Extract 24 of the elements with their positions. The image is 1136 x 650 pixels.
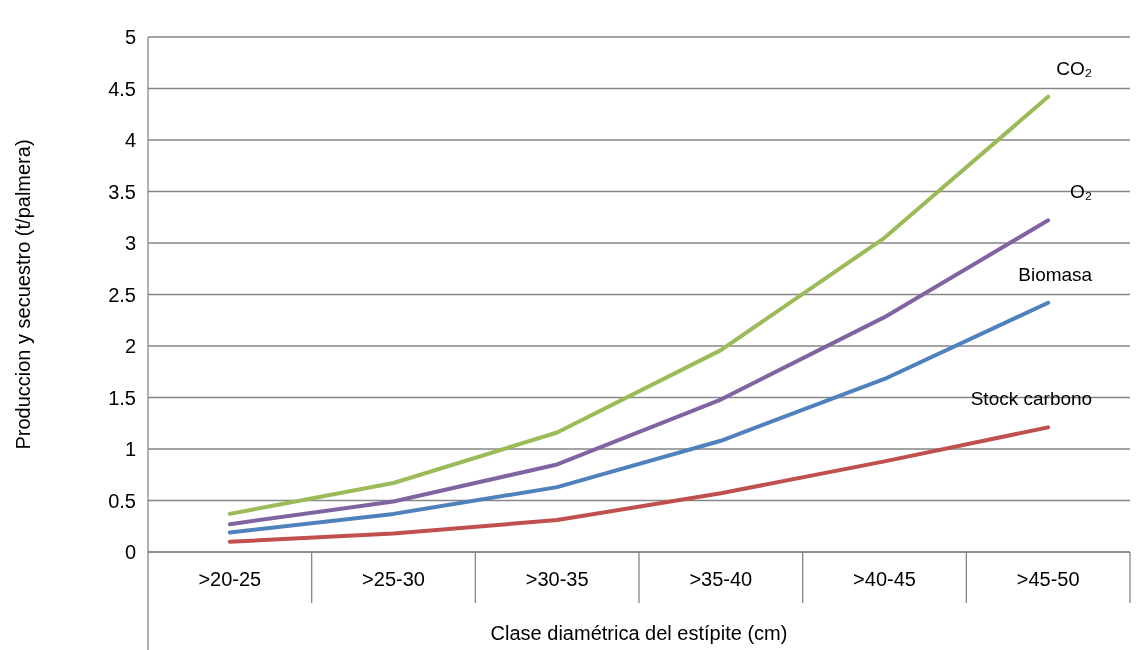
series-label: Stock carbono (970, 388, 1093, 410)
x-tick-label: >30-35 (525, 568, 589, 590)
x-axis-title: Clase diamétrica del estípite (cm) (490, 622, 788, 644)
y-tick-label: 2 (124, 335, 136, 357)
x-tick-label: >45-50 (1016, 568, 1080, 590)
y-tick-label: 3.5 (108, 180, 136, 203)
x-tick-label: >20-25 (198, 568, 262, 590)
y-tick-label: 5 (124, 26, 136, 48)
y-tick-label: 2.5 (108, 283, 136, 306)
y-tick-label: 0.5 (108, 489, 136, 512)
y-tick-label: 3 (124, 232, 136, 254)
series-label: Biomasa (1018, 263, 1093, 285)
x-tick-label: >40-45 (853, 568, 916, 590)
y-tick-label: 4 (124, 129, 136, 151)
x-tick-label: >35-40 (689, 568, 753, 590)
y-tick-label: 1.5 (108, 386, 136, 409)
series-label: O₂ (1070, 181, 1093, 203)
y-axis-title: Produccion y secuestro (t/palmera) (12, 139, 34, 450)
y-tick-label: 4.5 (108, 77, 136, 100)
y-tick-label: 1 (124, 438, 136, 460)
y-tick-label: 0 (124, 541, 136, 563)
line-series (227, 425, 1051, 544)
series-label: CO₂ (1056, 57, 1093, 79)
x-tick-label: >25-30 (362, 568, 425, 590)
